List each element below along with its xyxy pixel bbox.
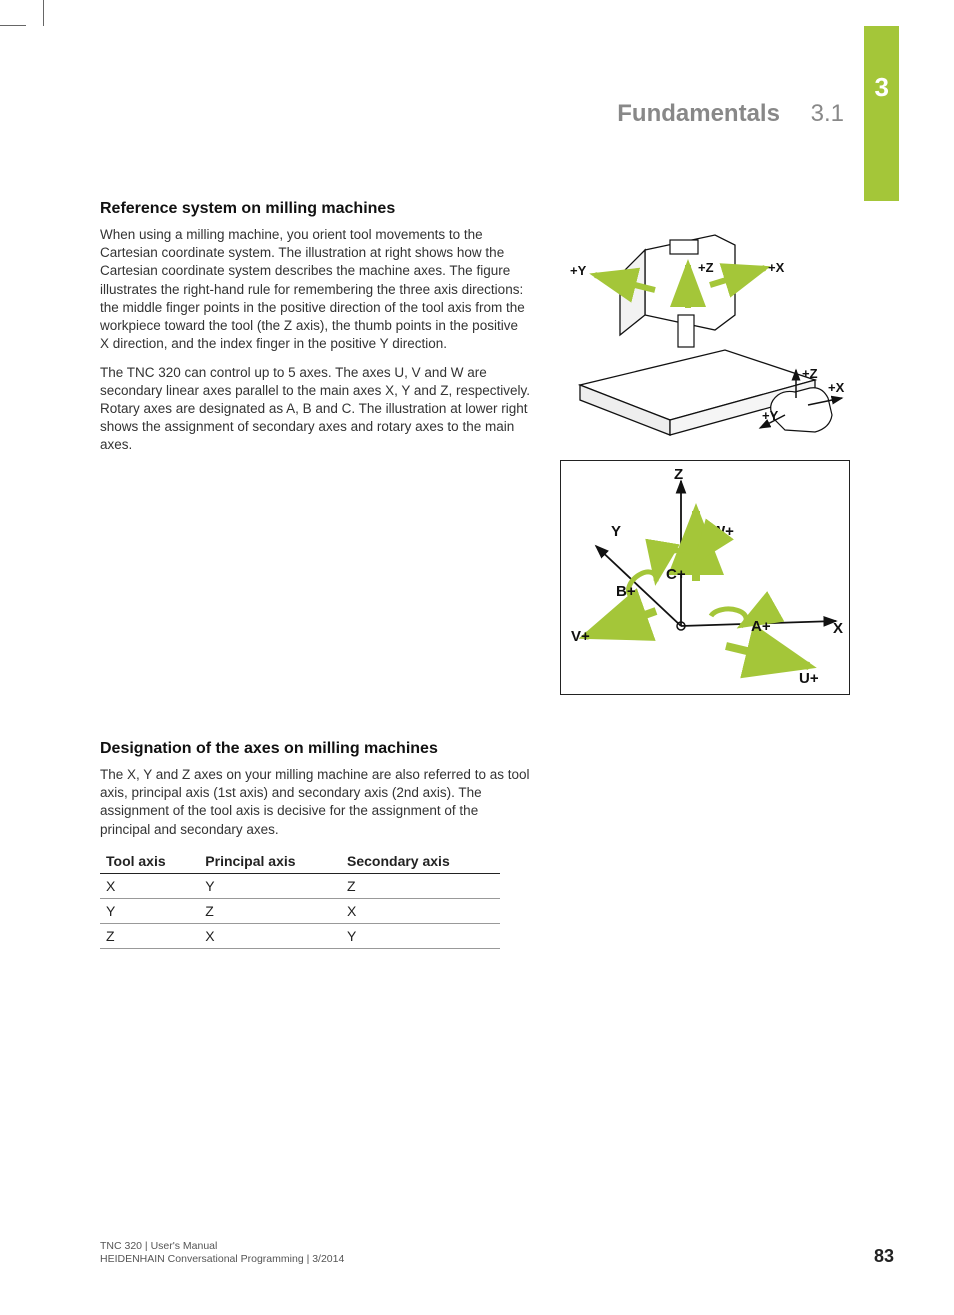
label-hand-plus-y: +Y [762,408,779,423]
table-row: X Y Z [100,873,500,898]
table-row: Y Z X [100,898,500,923]
section2-heading: Designation of the axes on milling machi… [100,740,860,758]
label-hand-plus-z: +Z [802,366,818,381]
label-machine-plus-y: +Y [570,263,587,278]
page-header: Fundamentals 3.1 [617,100,844,128]
label-machine-plus-x: +X [768,260,785,275]
footer-line1: TNC 320 | User's Manual [100,1240,344,1254]
label-axis-x: X [833,620,843,637]
crop-mark-horizontal [0,25,26,26]
footer-line2: HEIDENHAIN Conversational Programming | … [100,1253,344,1267]
label-hand-plus-x: +X [828,380,845,395]
label-axis-b: B+ [616,583,636,600]
axes-table: Tool axis Principal axis Secondary axis … [100,849,500,949]
label-axis-a: A+ [751,618,771,635]
figure-axis-assignment: Z Y X W+ V+ U+ A+ B+ C+ [560,460,850,695]
label-axis-w: W+ [711,523,734,540]
label-axis-z: Z [674,466,683,483]
table-header: Principal axis [199,849,341,874]
section1-heading: Reference system on milling machines [100,200,860,218]
header-section-number: 3.1 [811,100,844,127]
chapter-number: 3 [875,72,889,103]
section2-para: The X, Y and Z axes on your milling mach… [100,766,530,839]
section-designation-axes: Designation of the axes on milling machi… [100,740,860,949]
figure-milling-machine: +Y +Z +X +Z +X +Y [560,220,850,445]
crop-mark-vertical [43,0,44,26]
section1-para1: When using a milling machine, you orient… [100,226,530,354]
label-axis-u: U+ [799,670,819,687]
label-axis-v: V+ [571,628,590,645]
table-header: Secondary axis [341,849,500,874]
footer: TNC 320 | User's Manual HEIDENHAIN Conve… [100,1240,344,1267]
label-axis-c: C+ [666,566,686,583]
section1-para2: The TNC 320 can control up to 5 axes. Th… [100,364,530,455]
header-title: Fundamentals [617,100,780,127]
page-number: 83 [874,1246,894,1267]
label-axis-y: Y [611,523,621,540]
table-row: Z X Y [100,923,500,948]
chapter-tab: 3 [864,26,899,201]
table-header: Tool axis [100,849,199,874]
label-machine-plus-z: +Z [698,260,714,275]
